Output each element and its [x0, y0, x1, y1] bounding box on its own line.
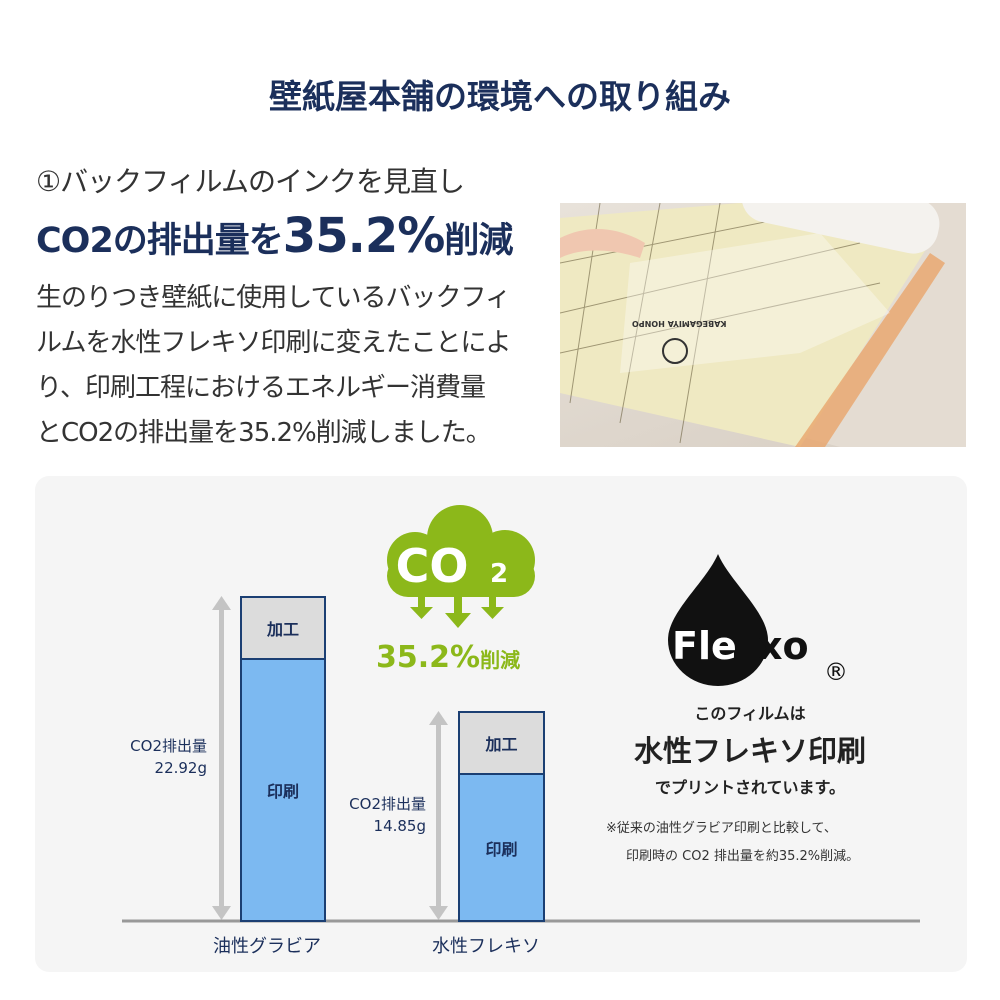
flexo-line3: でプリントされています。 — [655, 778, 845, 797]
segment-processing: 加工 — [460, 713, 543, 775]
cloud-text: CO — [396, 539, 469, 593]
total-arrow — [429, 711, 448, 920]
reduction-value: 35.2% — [376, 640, 481, 675]
flexo-note2: 印刷時の CO2 排出量を約35.2%削減。 — [626, 849, 860, 864]
cloud-sub: 2 — [490, 559, 508, 589]
segment-processing: 加工 — [242, 598, 324, 660]
description: 生のりつき壁紙に使用しているバックフィ ルムを水性フレキソ印刷に変えたことによ … — [36, 276, 546, 456]
total-label: CO2排出量 14.85g — [349, 793, 426, 837]
product-photo: KABEGAMIYA HONPO — [560, 203, 966, 447]
total-label-value: 22.92g — [154, 759, 207, 777]
svg-text:xo: xo — [758, 624, 809, 668]
segment-printing: 印刷 — [460, 775, 543, 920]
category-label: 油性グラビア — [213, 936, 321, 957]
total-label-title: CO2排出量 — [130, 737, 207, 755]
description-line: とCO2の排出量を35.2%削減しました。 — [36, 418, 492, 448]
flexo-line1: このフィルムは — [694, 704, 806, 723]
headline-post: 削減 — [444, 221, 513, 261]
flexo-logo-text: Fle — [672, 624, 737, 668]
flexo-line2: 水性フレキソ印刷 — [633, 734, 866, 768]
page-title: 壁紙屋本舗の環境への取り組み — [269, 77, 731, 116]
flexo-drop-logo: Fle xo ® — [668, 554, 848, 686]
reduction-label: 35.2%削減 — [376, 640, 520, 675]
segment-printing: 印刷 — [242, 660, 324, 920]
total-label-value: 14.85g — [373, 817, 426, 835]
total-label: CO2排出量 22.92g — [130, 735, 207, 779]
headline-highlight: 35.2% — [282, 208, 446, 264]
bar-oil-gravure: 加工 印刷 — [240, 596, 326, 922]
description-line: ルムを水性フレキソ印刷に変えたことによ — [36, 328, 511, 358]
flexo-text: このフィルムは 水性フレキソ印刷 でプリントされています。 — [600, 700, 900, 798]
headline: CO2の排出量を35.2%削減 — [36, 208, 513, 264]
section-subtitle: ①バックフィルムのインクを見直し — [36, 165, 465, 198]
total-label-title: CO2排出量 — [349, 795, 426, 813]
headline-pre: CO2の排出量を — [36, 221, 284, 261]
registered-mark: ® — [824, 658, 848, 686]
flexo-note: ※従来の油性グラビア印刷と比較して、 印刷時の CO2 排出量を約35.2%削減… — [606, 815, 859, 871]
bar-water-flexo: 加工 印刷 — [458, 711, 545, 922]
description-line: 生のりつき壁紙に使用しているバックフィ — [36, 283, 511, 313]
flexo-note1: ※従来の油性グラビア印刷と比較して、 — [606, 821, 837, 836]
co2-cloud-icon: CO 2 — [387, 505, 535, 628]
reduction-suffix: 削減 — [480, 648, 521, 672]
category-label: 水性フレキソ — [432, 936, 540, 957]
description-line: り、印刷工程におけるエネルギー消費量 — [36, 373, 486, 403]
total-arrow — [212, 596, 231, 920]
